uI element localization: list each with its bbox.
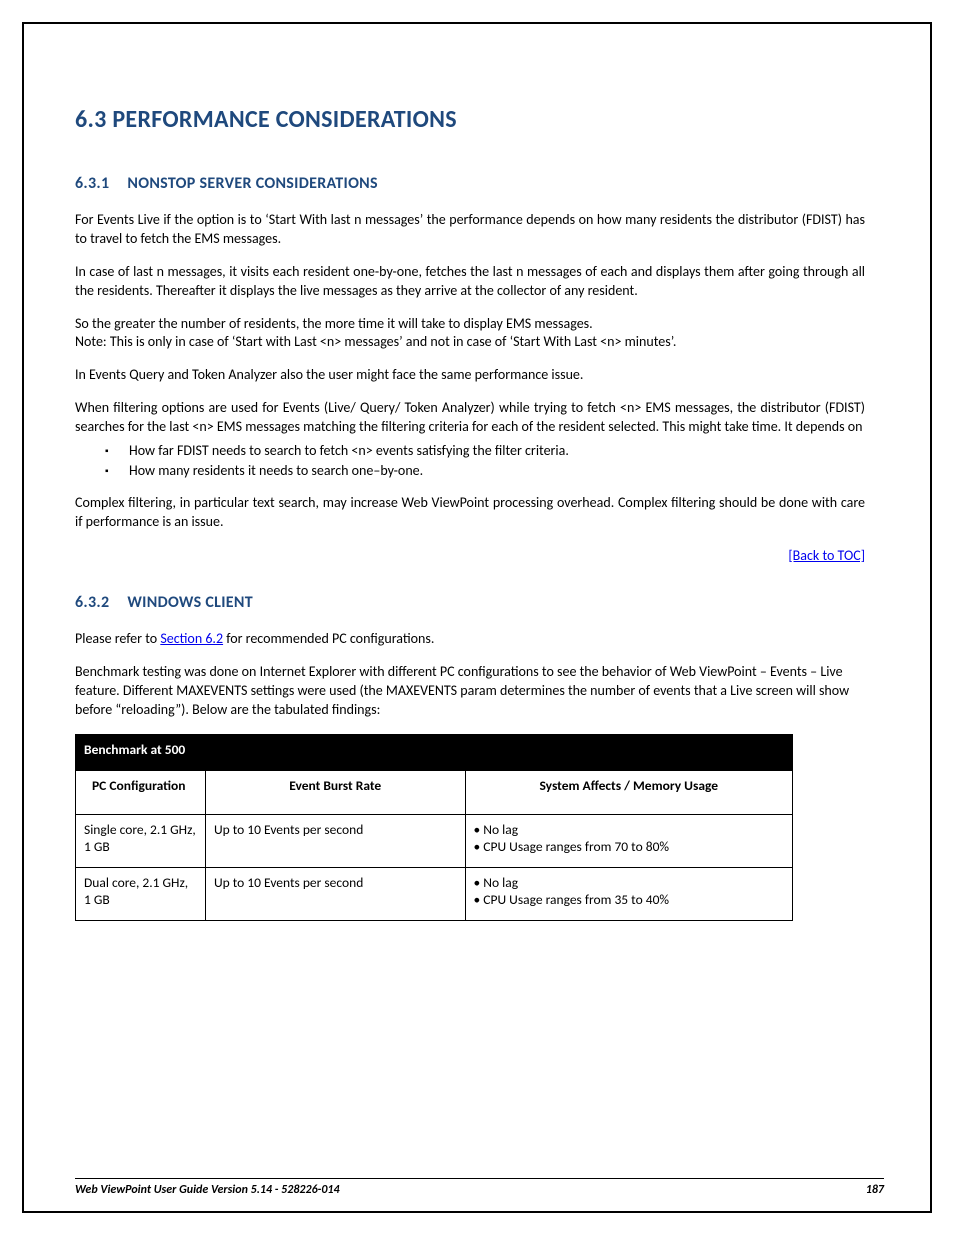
affect-item: No lag bbox=[483, 874, 518, 891]
page-number: 187 bbox=[866, 1183, 884, 1197]
cell-system-affects: • No lag • CPU Usage ranges from 35 to 4… bbox=[465, 867, 792, 920]
text: Please refer to bbox=[75, 630, 160, 647]
content-area: 6.3 PERFORMANCE CONSIDERATIONS 6.3.1 NONS… bbox=[75, 105, 865, 1155]
affect-item: CPU Usage ranges from 70 to 80% bbox=[483, 838, 669, 855]
heading-title: NONSTOP SERVER CONSIDERATIONS bbox=[127, 174, 378, 193]
paragraph: Complex filtering, in particular text se… bbox=[75, 494, 865, 532]
column-header: System Affects / Memory Usage bbox=[465, 770, 792, 814]
affect-item: No lag bbox=[483, 821, 518, 838]
benchmark-table: Benchmark at 500 PC Configuration Event … bbox=[75, 734, 793, 921]
paragraph: Please refer to Section 6.2 for recommen… bbox=[75, 630, 865, 649]
bullet-list: How far FDIST needs to search to fetch <… bbox=[75, 441, 865, 480]
cell-pc-config: Single core, 2.1 GHz, 1 GB bbox=[76, 814, 206, 867]
heading-6-3-1: 6.3.1 NONSTOP SERVER CONSIDERATIONS bbox=[75, 174, 865, 193]
heading-6-3-2: 6.3.2 WINDOWS CLIENT bbox=[75, 593, 865, 612]
cell-event-rate: Up to 10 Events per second bbox=[205, 867, 465, 920]
paragraph-line: Note: This is only in case of ‘Start wit… bbox=[75, 333, 676, 350]
affect-item: CPU Usage ranges from 35 to 40% bbox=[483, 891, 669, 908]
paragraph: So the greater the number of residents, … bbox=[75, 315, 865, 353]
section-6-2-link[interactable]: Section 6.2 bbox=[160, 630, 223, 647]
column-header: Event Burst Rate bbox=[205, 770, 465, 814]
text: for recommended PC configurations. bbox=[223, 630, 434, 647]
paragraph: Benchmark testing was done on Internet E… bbox=[75, 663, 865, 720]
back-to-toc-line: [Back to TOC] bbox=[75, 546, 865, 565]
paragraph: For Events Live if the option is to ‘Sta… bbox=[75, 211, 865, 249]
table-header-row: PC Configuration Event Burst Rate System… bbox=[76, 770, 793, 814]
table-row: Single core, 2.1 GHz, 1 GB Up to 10 Even… bbox=[76, 814, 793, 867]
cell-event-rate: Up to 10 Events per second bbox=[205, 814, 465, 867]
heading-title: WINDOWS CLIENT bbox=[127, 593, 253, 612]
paragraph: In Events Query and Token Analyzer also … bbox=[75, 366, 865, 385]
heading-number: 6.3.2 bbox=[75, 593, 109, 612]
cell-pc-config: Dual core, 2.1 GHz, 1 GB bbox=[76, 867, 206, 920]
heading-6-3: 6.3 PERFORMANCE CONSIDERATIONS bbox=[75, 105, 865, 134]
paragraph: In case of last n messages, it visits ea… bbox=[75, 263, 865, 301]
cell-system-affects: • No lag • CPU Usage ranges from 70 to 8… bbox=[465, 814, 792, 867]
back-to-toc-link[interactable]: [Back to TOC] bbox=[788, 547, 865, 564]
paragraph-line: So the greater the number of residents, … bbox=[75, 315, 593, 332]
paragraph: When filtering options are used for Even… bbox=[75, 399, 865, 437]
table-row: Dual core, 2.1 GHz, 1 GB Up to 10 Events… bbox=[76, 867, 793, 920]
list-item: How far FDIST needs to search to fetch <… bbox=[105, 441, 865, 461]
heading-number: 6.3.1 bbox=[75, 174, 109, 193]
column-header: PC Configuration bbox=[76, 770, 206, 814]
footer-title: Web ViewPoint User Guide Version 5.14 - … bbox=[75, 1183, 340, 1197]
list-item: How many residents it needs to search on… bbox=[105, 461, 865, 481]
table-title: Benchmark at 500 bbox=[76, 734, 793, 770]
page-footer: Web ViewPoint User Guide Version 5.14 - … bbox=[75, 1178, 884, 1197]
table-title-row: Benchmark at 500 bbox=[76, 734, 793, 770]
